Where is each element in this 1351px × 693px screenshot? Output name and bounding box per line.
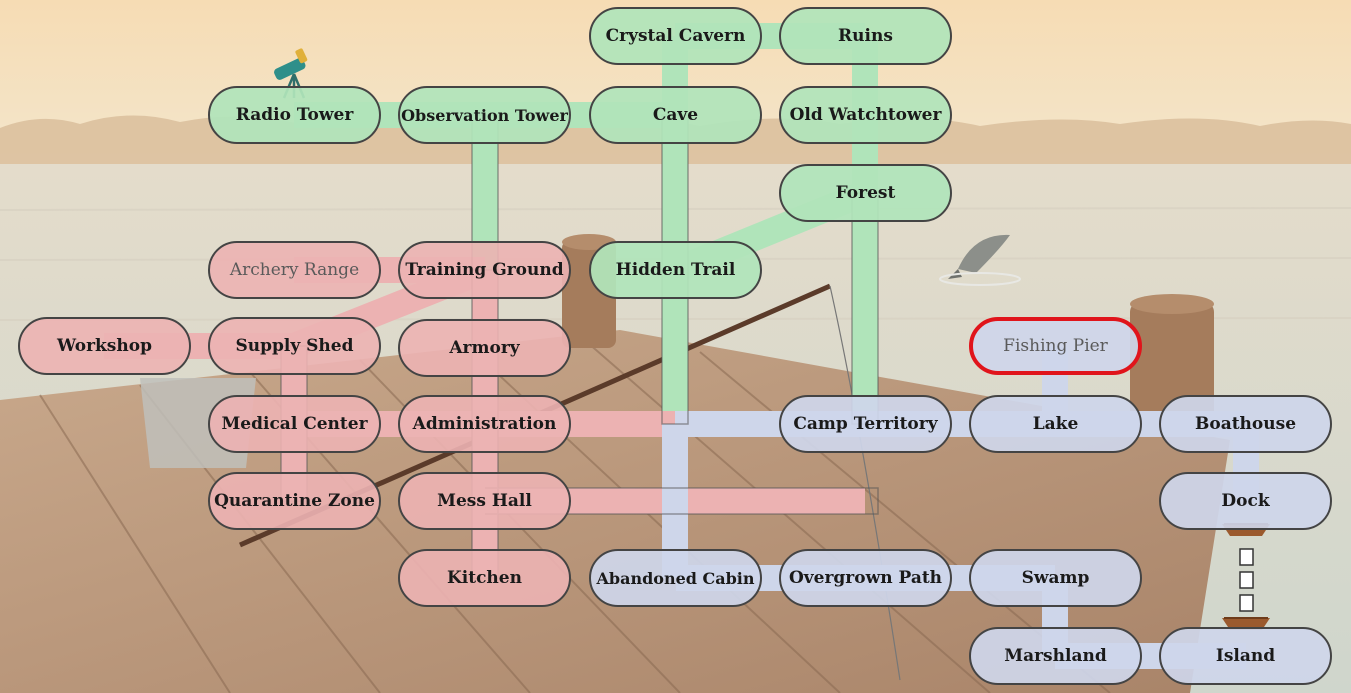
node-quarantine-zone[interactable]: Quarantine Zone bbox=[208, 472, 381, 530]
node-crystal-cavern[interactable]: Crystal Cavern bbox=[589, 7, 762, 65]
node-marshland[interactable]: Marshland bbox=[969, 627, 1142, 685]
node-swamp[interactable]: Swamp bbox=[969, 549, 1142, 607]
node-observation-tower[interactable]: Observation Tower bbox=[398, 86, 571, 144]
node-boathouse[interactable]: Boathouse bbox=[1159, 395, 1332, 453]
node-camp-territory[interactable]: Camp Territory bbox=[779, 395, 952, 453]
node-kitchen[interactable]: Kitchen bbox=[398, 549, 571, 607]
node-overgrown-path[interactable]: Overgrown Path bbox=[779, 549, 952, 607]
leaping-fish-icon bbox=[939, 234, 1021, 286]
node-training-ground[interactable]: Training Ground bbox=[398, 241, 571, 299]
node-mess-hall[interactable]: Mess Hall bbox=[398, 472, 571, 530]
node-hidden-trail[interactable]: Hidden Trail bbox=[589, 241, 762, 299]
node-administration[interactable]: Administration bbox=[398, 395, 571, 453]
ferry-route bbox=[1239, 548, 1254, 612]
node-medical-center[interactable]: Medical Center bbox=[208, 395, 381, 453]
node-island[interactable]: Island bbox=[1159, 627, 1332, 685]
node-dock[interactable]: Dock bbox=[1159, 472, 1332, 530]
node-radio-tower[interactable]: Radio Tower bbox=[208, 86, 381, 144]
node-fishing-pier[interactable]: Fishing Pier bbox=[969, 317, 1142, 375]
node-lake[interactable]: Lake bbox=[969, 395, 1142, 453]
node-supply-shed[interactable]: Supply Shed bbox=[208, 317, 381, 375]
node-workshop[interactable]: Workshop bbox=[18, 317, 191, 375]
node-cave[interactable]: Cave bbox=[589, 86, 762, 144]
node-forest[interactable]: Forest bbox=[779, 164, 952, 222]
node-armory[interactable]: Armory bbox=[398, 319, 571, 377]
node-archery-range[interactable]: Archery Range bbox=[208, 241, 381, 299]
node-ruins[interactable]: Ruins bbox=[779, 7, 952, 65]
node-abandoned-cabin[interactable]: Abandoned Cabin bbox=[589, 549, 762, 607]
node-old-watchtower[interactable]: Old Watchtower bbox=[779, 86, 952, 144]
